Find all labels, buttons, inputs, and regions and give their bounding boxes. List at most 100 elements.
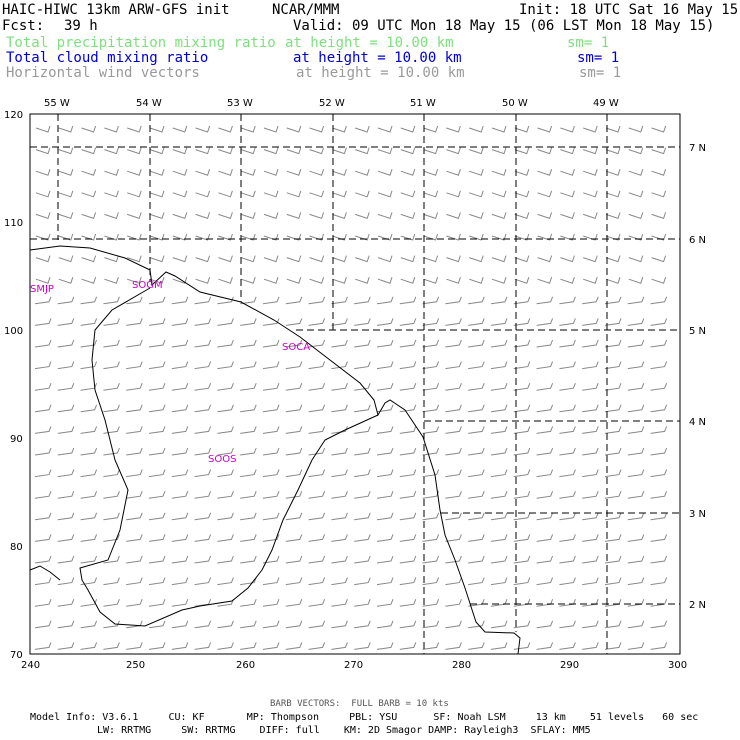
wind-barb	[194, 447, 212, 456]
wind-barb	[218, 125, 233, 133]
wind-barb	[309, 190, 325, 198]
wind-barb	[628, 169, 644, 176]
wind-barb	[331, 361, 348, 370]
wind-barb	[194, 512, 212, 521]
wind-barb	[514, 147, 530, 155]
wind-barb	[445, 383, 462, 391]
wind-barb	[537, 233, 553, 241]
wind-barb	[149, 255, 165, 263]
wind-barb	[536, 512, 554, 521]
wind-barb	[285, 555, 303, 564]
wind-barb	[262, 555, 280, 564]
wind-barb	[103, 318, 120, 326]
wind-barb	[57, 577, 75, 586]
wind-barb	[376, 296, 394, 305]
wind-barb	[604, 469, 622, 478]
field-precip-level: at height = 10.00 km	[285, 35, 454, 51]
wind-barb	[309, 277, 325, 284]
wind-barb	[171, 599, 189, 607]
wind-barb	[171, 555, 189, 564]
field-cloud-name: Total cloud mixing ratio	[6, 50, 209, 66]
wind-barb	[241, 277, 256, 284]
wind-barb	[376, 426, 394, 434]
field-precip-name: Total precipitation mixing ratio	[6, 35, 276, 51]
wind-barb	[536, 383, 554, 391]
wind-barb	[468, 491, 485, 499]
wind-barb	[172, 212, 188, 220]
wind-barb	[171, 339, 189, 348]
wind-barb	[103, 599, 120, 607]
wind-barb	[126, 404, 143, 413]
wind-barb	[286, 169, 302, 176]
wind-barb	[103, 469, 120, 478]
wind-barb	[514, 255, 530, 263]
wind-barb	[627, 555, 645, 564]
wind-barb	[57, 318, 75, 326]
wind-barb	[308, 599, 326, 607]
lon-label-52w: 52 W	[319, 98, 345, 109]
wind-barb	[422, 491, 440, 499]
wind-barb	[422, 469, 440, 478]
wind-barb	[399, 512, 417, 521]
wind-barb	[263, 147, 279, 155]
wind-barb	[331, 404, 348, 413]
wind-barb	[377, 147, 393, 155]
wind-barb	[218, 147, 233, 155]
wind-barb	[537, 190, 553, 198]
wind-barb	[171, 534, 189, 542]
wind-barb	[218, 212, 233, 220]
wind-barb	[81, 255, 97, 263]
wind-barb	[148, 534, 166, 542]
wind-barb	[309, 233, 325, 241]
wind-barb	[490, 555, 508, 564]
wind-barb	[376, 577, 394, 586]
wind-barb	[604, 555, 622, 564]
wind-barb	[513, 577, 531, 586]
wind-barb	[560, 147, 575, 155]
wind-barb	[354, 404, 371, 413]
lat-label-4n: 4 N	[689, 417, 706, 428]
wind-barb	[354, 555, 371, 564]
wind-barb	[262, 534, 280, 542]
wind-barb	[308, 642, 326, 650]
wind-barb	[331, 447, 348, 456]
wind-barb	[604, 491, 622, 499]
wind-barb	[57, 383, 75, 391]
wind-barb	[80, 599, 98, 607]
wind-barb	[331, 577, 348, 586]
wind-barb	[446, 277, 461, 284]
wind-barb	[650, 447, 668, 456]
wind-barb	[604, 620, 622, 629]
wind-barb	[583, 147, 598, 155]
wind-barb	[559, 339, 576, 348]
wind-barb	[217, 361, 234, 370]
wind-barb	[34, 599, 52, 607]
wind-barb	[582, 534, 599, 542]
wind-barbs	[34, 125, 668, 650]
wind-barb	[149, 147, 165, 155]
wind-barb	[286, 277, 302, 284]
wind-barb	[399, 620, 417, 629]
init-time: Init: 18 UTC Sat 16 May 15	[519, 2, 739, 18]
wind-barb	[377, 125, 393, 133]
wind-barb	[57, 296, 75, 305]
wind-barb	[127, 147, 142, 155]
wind-barb	[491, 147, 507, 155]
wind-barb	[513, 491, 531, 499]
wind-barb	[469, 212, 484, 220]
wind-barb	[240, 512, 257, 521]
wind-barb	[468, 642, 485, 650]
wind-barb	[468, 534, 485, 542]
wind-barb	[34, 383, 52, 391]
wind-barb	[582, 491, 599, 499]
wind-barb	[308, 469, 326, 478]
wind-barb	[80, 469, 98, 478]
wind-barb	[605, 125, 621, 133]
wind-barb	[422, 296, 440, 305]
wind-barb	[331, 426, 348, 434]
wind-barb	[582, 318, 599, 326]
wind-barb	[536, 447, 554, 456]
wind-barb	[194, 577, 212, 586]
wind-barb	[309, 212, 325, 220]
wind-barb	[308, 404, 326, 413]
